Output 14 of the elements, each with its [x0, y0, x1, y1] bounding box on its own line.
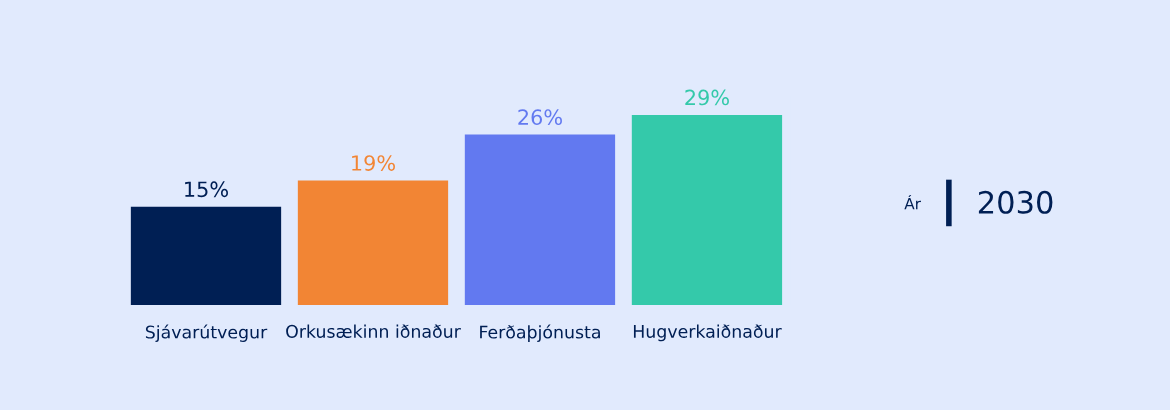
x-tick-label: Sjávarútvegur — [145, 324, 268, 342]
data-label: 29% — [685, 89, 729, 106]
x-tick-label: Ferðaþjónusta — [480, 324, 600, 342]
x-tick-label: Hugverkaiðnaður — [633, 324, 782, 342]
text: Ár — [904, 195, 921, 210]
data-label: 15% — [185, 181, 228, 198]
bar — [130, 206, 282, 306]
bar — [464, 134, 616, 306]
data-label: 26% — [518, 109, 562, 126]
text: 2030 — [978, 190, 1053, 214]
x-tick-label: Orkusækinn iðnaður — [286, 324, 461, 338]
bar — [297, 180, 449, 306]
bar — [631, 114, 783, 306]
data-label: 19% — [352, 155, 395, 171]
